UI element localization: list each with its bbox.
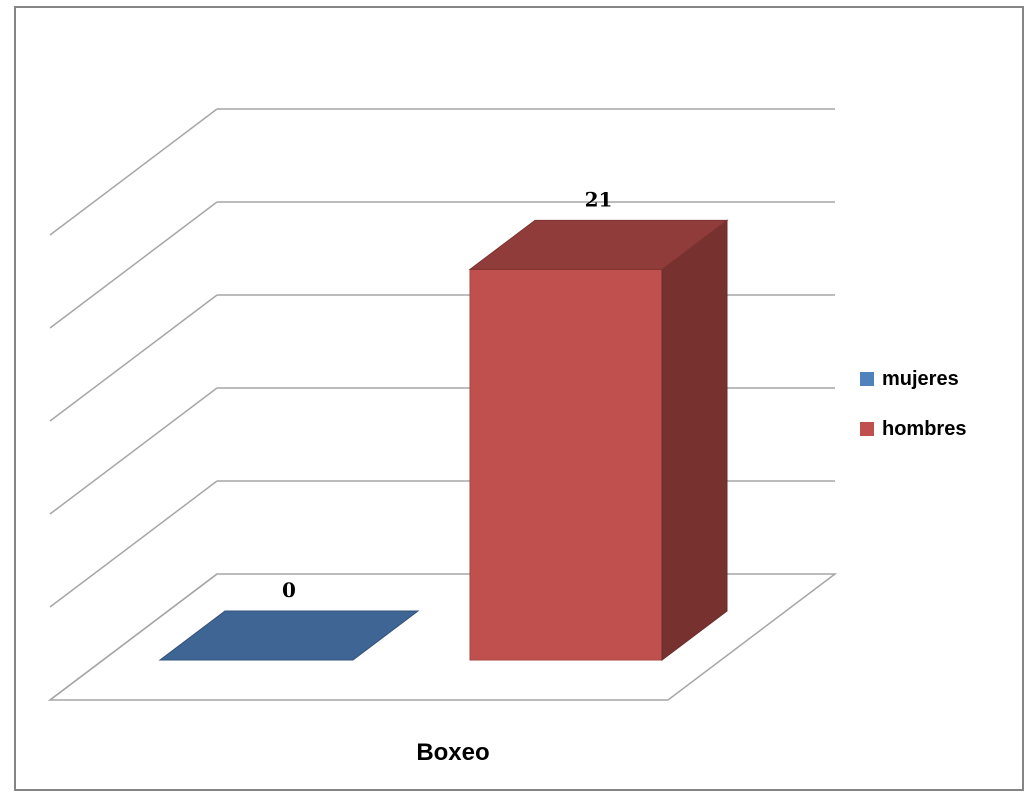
side-wall-gridline bbox=[49, 480, 218, 608]
bar-hombres bbox=[468, 219, 729, 662]
side-wall-gridline bbox=[49, 573, 218, 701]
side-wall-gridline bbox=[49, 108, 218, 236]
legend-label-hombres: hombres bbox=[882, 418, 966, 440]
bar-top-hombres bbox=[468, 219, 729, 270]
data-label-mujeres: 0 bbox=[282, 578, 296, 602]
legend-label-mujeres: mujeres bbox=[882, 368, 959, 390]
labels-layer: 0 21 Boxeo bbox=[282, 187, 612, 766]
data-label-hombres: 21 bbox=[585, 187, 613, 211]
side-wall-gridline bbox=[49, 387, 218, 515]
gridline-5 bbox=[49, 108, 835, 236]
legend-layer: mujeres hombres bbox=[860, 368, 966, 440]
gridline-4 bbox=[49, 201, 835, 329]
legend-item-hombres: hombres bbox=[860, 418, 966, 440]
side-wall-gridline bbox=[49, 294, 218, 422]
legend-item-mujeres: mujeres bbox=[860, 368, 959, 390]
bar-mujeres bbox=[158, 610, 420, 661]
side-wall-gridline bbox=[49, 201, 218, 329]
bar-side-hombres bbox=[661, 219, 728, 662]
category-label: Boxeo bbox=[416, 739, 489, 766]
bar-front-hombres bbox=[469, 268, 663, 661]
bars-layer bbox=[158, 219, 729, 662]
bar-top-mujeres bbox=[158, 610, 420, 661]
gridline-0 bbox=[49, 573, 218, 701]
legend-swatch-hombres bbox=[860, 422, 874, 436]
legend-swatch-mujeres bbox=[860, 372, 874, 386]
